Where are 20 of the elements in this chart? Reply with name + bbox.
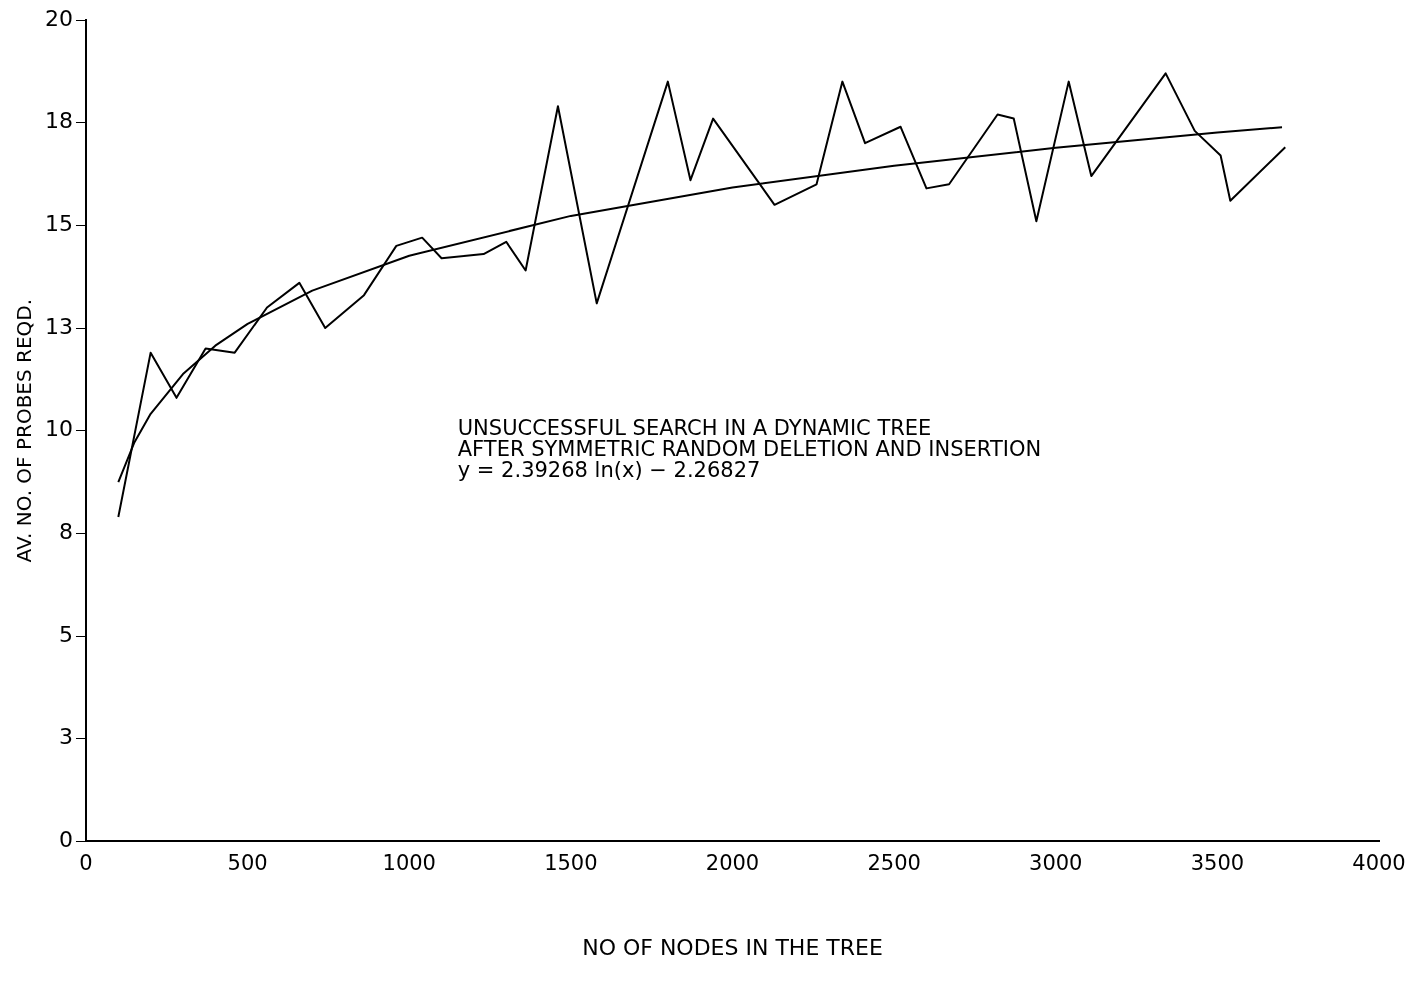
y-tick-label: 20 [44, 5, 73, 31]
x-tick-label: 2000 [705, 851, 760, 876]
y-tick-label: 10 [44, 416, 73, 442]
y-tick-label: 5 [58, 621, 73, 647]
y-axis-title: AV. NO. OF PROBES REQD. [12, 298, 37, 563]
y-tick-label: 0 [58, 827, 73, 853]
y-tick-label: 18 [44, 108, 73, 134]
x-tick-label: 2500 [867, 851, 921, 876]
y-tick-label: 15 [44, 211, 73, 237]
y-tick-label: 8 [58, 519, 73, 545]
x-tick-label: 500 [227, 851, 268, 876]
x-tick-label: 3000 [1029, 851, 1083, 876]
y-tick-label: 3 [58, 724, 73, 750]
x-tick-label: 1000 [382, 851, 436, 876]
x-axis-title: NO OF NODES IN THE TREE [582, 934, 883, 960]
x-tick-label: 1500 [544, 851, 598, 876]
x-tick-label: 0 [79, 851, 93, 876]
x-tick-label: 4000 [1352, 851, 1406, 876]
y-tick-label: 13 [44, 313, 73, 339]
x-tick-label: 3500 [1190, 851, 1245, 876]
